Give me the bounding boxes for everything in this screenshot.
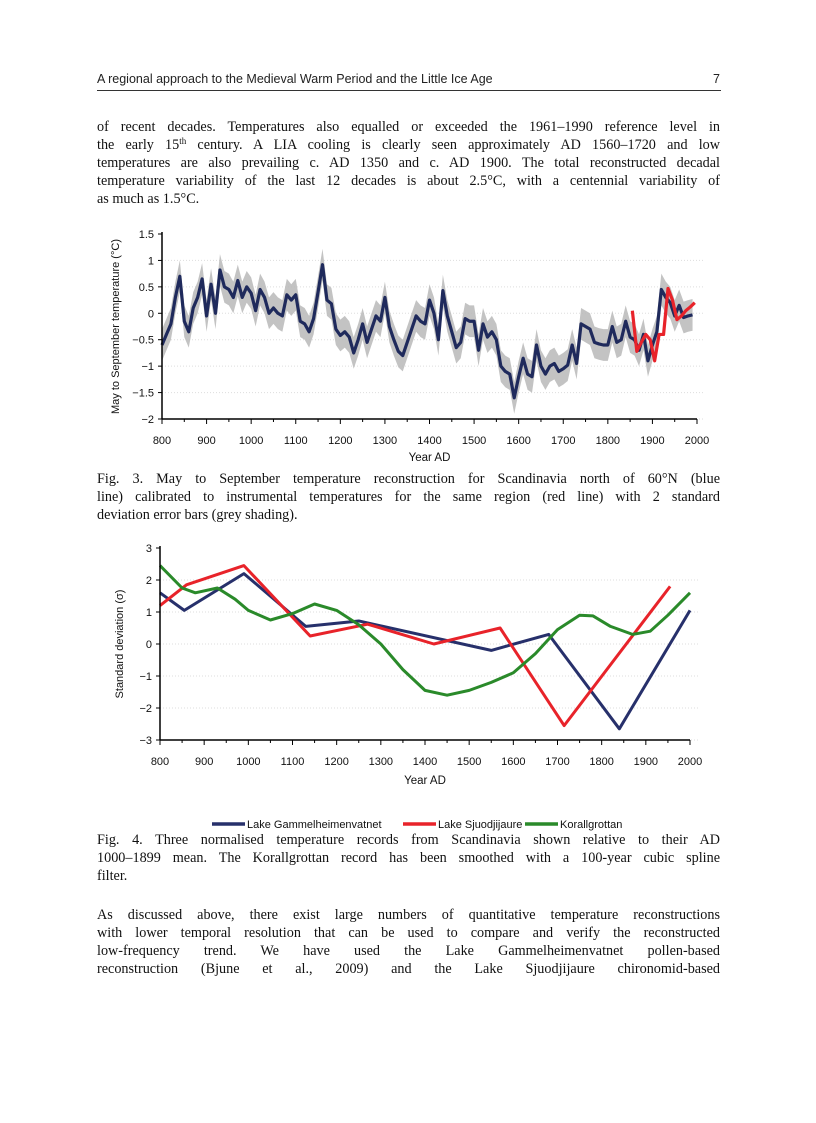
x-tick-label: 800 [153,435,171,447]
figure-3-chart: 1.5 1 0.5 0 −0.5 −1 −1.5 −2 800 900 1000 1100 1200 13… [110,229,709,464]
x-tick-label: 800 [151,756,169,768]
x-tick-label: 1200 [328,435,352,447]
x-tick-label: 1900 [640,435,664,447]
x-tick-label: 1700 [545,756,569,768]
paragraph-1: of recent decades. Temperatures also equ… [97,118,720,208]
x-tick-label: 1900 [634,756,658,768]
x-tick-label: 1100 [284,435,308,447]
y-axis-label: Standard deviation (σ) [114,590,126,699]
paragraph-2: As discussed above, there exist large nu… [97,906,720,978]
figure-4-caption: Fig. 4. Three normalised temperature rec… [97,831,720,885]
text-line: as much as 1.5°C. [97,191,200,207]
x-tick-label: 1400 [417,435,441,447]
y-tick-label: −2 [139,703,152,715]
superscript: th [179,136,187,146]
y-tick-label: 3 [146,543,152,555]
text-line: with lower temporal resolution that can … [97,925,720,941]
y-tick-label: −0.5 [132,335,154,347]
series-line-1 [630,286,696,363]
series-line-korallgrottan [158,564,692,697]
x-tick-label: 2000 [678,756,702,768]
text-line: of recent decades. Temperatures also equ… [97,119,720,135]
legend-label: Lake Gammelheimenvatnet [247,819,382,831]
y-tick-label: 0 [148,308,154,320]
text-span: the early 15 [97,137,180,153]
header-title: A regional approach to the Medieval Warm… [97,72,493,86]
x-tick-label: 900 [195,756,213,768]
y-tick-label: 1 [148,255,154,267]
y-tick-label: −1 [141,361,154,373]
x-tick-label: 2000 [685,435,709,447]
legend-label: Lake Sjuodjijaure [438,819,522,831]
y-tick-label: −3 [139,735,152,747]
figure-4-chart: 3 2 1 0 −1 −2 −3 800 900 1000 1100 1200 1300 1400 1500… [114,543,702,831]
x-tick-label: 1500 [457,756,481,768]
y-tick-label: −1 [139,671,152,683]
y-tick-label: 0.5 [139,282,154,294]
x-tick-label: 1500 [462,435,486,447]
header-rule [97,90,721,91]
x-tick-label: 1300 [369,756,393,768]
series-line-0 [160,263,693,400]
legend-label: Korallgrottan [560,819,622,831]
x-tick-label: 900 [197,435,215,447]
x-tick-label: 1000 [236,756,260,768]
x-tick-label: 1100 [281,756,305,768]
y-tick-label: 1 [146,607,152,619]
x-tick-label: 1000 [239,435,263,447]
x-tick-label: 1700 [551,435,575,447]
y-tick-label: −1.5 [132,388,154,400]
text-line: low-frequency trend. We have used the La… [97,943,720,959]
x-tick-label: 1800 [596,435,620,447]
text-line: As discussed above, there exist large nu… [97,907,720,923]
x-tick-label: 1800 [589,756,613,768]
y-tick-label: 1.5 [139,229,154,241]
y-tick-label: 2 [146,575,152,587]
figure-3-caption: Fig. 3. May to September temperature rec… [97,470,720,524]
y-tick-label: −2 [141,414,154,426]
text-line: Fig. 3. May to September temperature rec… [97,471,720,487]
series-line-lake-sjuodjijaure [159,564,672,728]
text-line: reconstruction (Bjune et al., 2009) and … [97,961,720,977]
text-line: the early 15th century. A LIA cooling is… [97,136,720,154]
text-line: deviation error bars (grey shading). [97,507,298,523]
page-number: 7 [713,72,720,86]
y-axis-label: May to September temperature (°C) [110,239,122,414]
x-tick-label: 1400 [413,756,437,768]
text-line: 1000–1899 mean. The Korallgrottan record… [97,850,720,866]
text-line: temperatures are also prevailing c. AD 1… [97,155,720,171]
x-tick-label: 1600 [501,756,525,768]
y-tick-label: 0 [146,639,152,651]
text-line: line) calibrated to instrumental tempera… [97,489,720,505]
x-tick-label: 1600 [506,435,530,447]
x-tick-label: 1300 [373,435,397,447]
x-tick-label: 1200 [324,756,348,768]
x-axis-label: Year AD [404,775,446,787]
text-line: filter. [97,868,128,884]
text-line: temperature variability of the last 12 d… [97,173,720,189]
text-line: Fig. 4. Three normalised temperature rec… [97,832,720,848]
text-span: century. A LIA cooling is clearly seen a… [186,137,720,153]
running-header: A regional approach to the Medieval Warm… [97,72,720,86]
x-axis-label: Year AD [409,452,451,464]
series-line-lake-gammelheimenvatnet [159,572,692,731]
